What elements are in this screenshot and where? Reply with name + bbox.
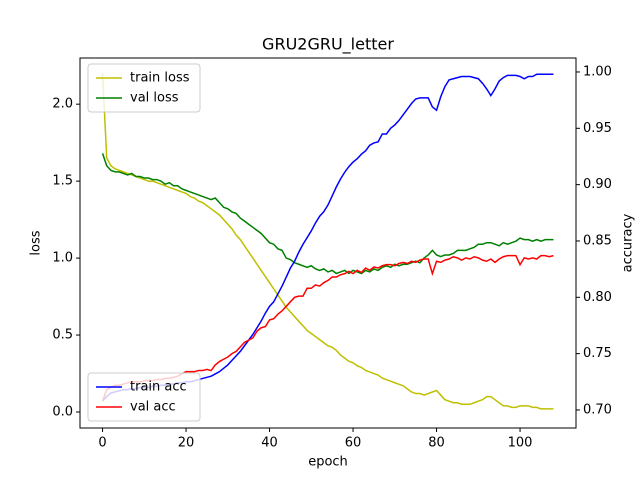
y-tick-label: 2.0 [52,97,73,112]
y-tick-label: 1.0 [52,251,73,266]
plot-frame [79,57,577,429]
y2-axis-label: accuracy [621,213,636,272]
y2-tick-label: 1.00 [583,64,612,79]
legend-box [87,63,201,113]
x-tick-label: 20 [178,436,195,451]
line-series [101,153,554,275]
line-series [101,73,554,410]
x-axis-label: epoch [308,455,348,470]
legend-label: train acc [130,380,187,395]
y2-tick-label: 0.70 [583,402,612,417]
legend-label: val acc [130,400,176,415]
y-tick-label: 1.5 [52,174,73,189]
y2-tick-label: 0.90 [583,177,612,192]
y2-tick-label: 0.95 [583,121,612,136]
y2-tick-label: 0.80 [583,290,612,305]
x-tick-label: 100 [508,436,533,451]
x-tick-label: 0 [98,436,106,451]
y2-tick-label: 0.75 [583,346,612,361]
chart-title: GRU2GRU_letter [262,35,394,55]
y-tick-label: 0.0 [52,404,73,419]
x-tick-label: 40 [261,436,278,451]
legend-label: val loss [130,91,179,106]
y2-tick-label: 0.85 [583,233,612,248]
legend-label: train loss [130,71,190,86]
legend-box [87,372,201,422]
x-tick-label: 60 [345,436,362,451]
y-axis-label: loss [29,230,44,255]
x-tick-label: 80 [428,436,445,451]
y-tick-label: 0.5 [52,328,73,343]
